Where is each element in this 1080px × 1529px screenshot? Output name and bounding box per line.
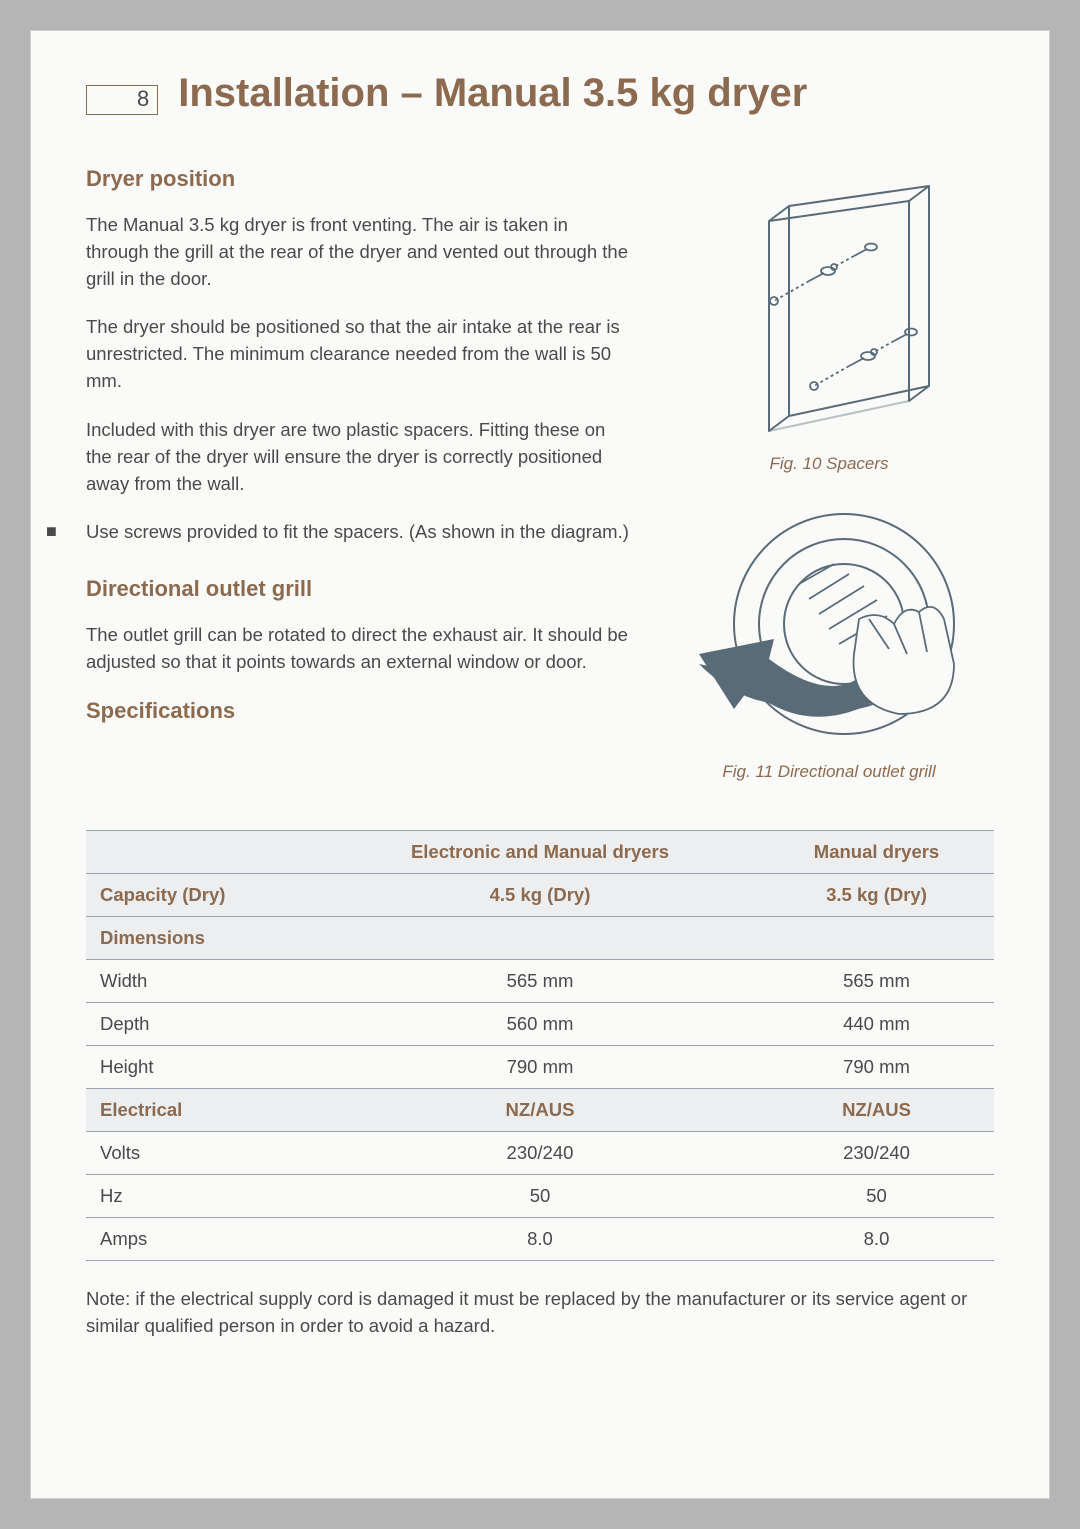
cell-col2: 790 mm: [759, 1046, 994, 1089]
th-empty: [86, 831, 321, 874]
cell-label: Electrical: [86, 1089, 321, 1132]
table-row: Depth560 mm440 mm: [86, 1003, 994, 1046]
table-body: Capacity (Dry)4.5 kg (Dry)3.5 kg (Dry)Di…: [86, 874, 994, 1261]
spacers-diagram-icon: [679, 166, 979, 446]
table-row: Width565 mm565 mm: [86, 960, 994, 1003]
table-row: Amps8.08.0: [86, 1218, 994, 1261]
upper-content: Dryer position The Manual 3.5 kg dryer i…: [86, 166, 994, 812]
fig11-caption: Fig. 11 Directional outlet grill: [664, 762, 994, 782]
para-dp-3: Included with this dryer are two plastic…: [86, 417, 634, 497]
table-row: Height790 mm790 mm: [86, 1046, 994, 1089]
specifications-table: Electronic and Manual dryers Manual drye…: [86, 830, 994, 1261]
cell-col2: 3.5 kg (Dry): [759, 874, 994, 917]
cell-label: Amps: [86, 1218, 321, 1261]
figure-11: Fig. 11 Directional outlet grill: [664, 504, 994, 782]
para-dp-2: The dryer should be positioned so that t…: [86, 314, 634, 394]
cell-col1: 4.5 kg (Dry): [321, 874, 759, 917]
table-header-row: Electronic and Manual dryers Manual drye…: [86, 831, 994, 874]
manual-page: 8 Installation – Manual 3.5 kg dryer Dry…: [30, 30, 1050, 1499]
cell-col2: 50: [759, 1175, 994, 1218]
cell-col2: 565 mm: [759, 960, 994, 1003]
title-row: 8 Installation – Manual 3.5 kg dryer: [86, 71, 994, 116]
heading-dryer-position: Dryer position: [86, 166, 634, 192]
fig10-caption: Fig. 10 Spacers: [664, 454, 994, 474]
heading-directional: Directional outlet grill: [86, 576, 634, 602]
th-col1: Electronic and Manual dryers: [321, 831, 759, 874]
cell-col1: 560 mm: [321, 1003, 759, 1046]
cell-col1: 565 mm: [321, 960, 759, 1003]
table-row: Capacity (Dry)4.5 kg (Dry)3.5 kg (Dry): [86, 874, 994, 917]
cell-label: Height: [86, 1046, 321, 1089]
table-row: Volts230/240230/240: [86, 1132, 994, 1175]
th-col2: Manual dryers: [759, 831, 994, 874]
cell-label: Hz: [86, 1175, 321, 1218]
cell-col1: 230/240: [321, 1132, 759, 1175]
table-row: Hz5050: [86, 1175, 994, 1218]
bullet-square-icon: ■: [46, 519, 86, 546]
cell-col1: [321, 917, 759, 960]
cell-label: Width: [86, 960, 321, 1003]
table-row: ElectricalNZ/AUSNZ/AUS: [86, 1089, 994, 1132]
figure-10: Fig. 10 Spacers: [664, 166, 994, 474]
outlet-grill-diagram-icon: [679, 504, 979, 754]
cell-col1: 8.0: [321, 1218, 759, 1261]
cell-col2: 230/240: [759, 1132, 994, 1175]
cell-col1: NZ/AUS: [321, 1089, 759, 1132]
cell-col1: 50: [321, 1175, 759, 1218]
right-column: Fig. 10 Spacers: [664, 166, 994, 812]
table-row: Dimensions: [86, 917, 994, 960]
cell-col2: 8.0: [759, 1218, 994, 1261]
page-title: Installation – Manual 3.5 kg dryer: [178, 71, 807, 116]
cell-label: Capacity (Dry): [86, 874, 321, 917]
heading-specifications: Specifications: [86, 698, 634, 724]
cell-label: Depth: [86, 1003, 321, 1046]
left-column: Dryer position The Manual 3.5 kg dryer i…: [86, 166, 634, 812]
cell-label: Dimensions: [86, 917, 321, 960]
bullet-item: ■ Use screws provided to fit the spacers…: [46, 519, 634, 546]
para-dp-1: The Manual 3.5 kg dryer is front venting…: [86, 212, 634, 292]
cell-col2: NZ/AUS: [759, 1089, 994, 1132]
bullet-text: Use screws provided to fit the spacers. …: [86, 519, 634, 546]
cell-col2: [759, 917, 994, 960]
para-dir-1: The outlet grill can be rotated to direc…: [86, 622, 634, 676]
cell-col2: 440 mm: [759, 1003, 994, 1046]
page-number: 8: [137, 86, 149, 111]
cell-label: Volts: [86, 1132, 321, 1175]
note-text: Note: if the electrical supply cord is d…: [86, 1286, 994, 1340]
cell-col1: 790 mm: [321, 1046, 759, 1089]
page-number-box: 8: [86, 85, 158, 115]
